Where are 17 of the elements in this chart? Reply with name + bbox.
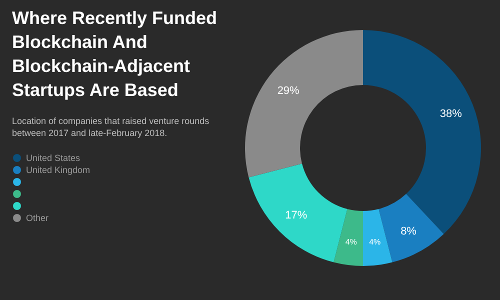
legend-label: United Kingdom (26, 165, 90, 176)
donut-slice (334, 209, 363, 266)
donut-slice (378, 194, 444, 262)
donut-slice (363, 30, 481, 234)
data-label: 8% (400, 226, 417, 238)
data-label: 4% (369, 238, 381, 247)
text: Location of companies that raised venture rounds between 2017 and late-February 2018. (12, 116, 210, 138)
data-label: 29% (277, 84, 300, 97)
legend-label: Other (26, 213, 49, 224)
legend-label: United States (26, 153, 81, 164)
donut-slice (363, 209, 392, 266)
donut-slice (245, 30, 363, 178)
data-label: 17% (285, 210, 308, 222)
donut-slice (248, 164, 348, 262)
data-label: 38% (440, 108, 462, 120)
text: Where Recently Funded Blockchain And Blockchain-Adjacent Startups Are Based (12, 8, 218, 100)
data-label: 4% (345, 238, 357, 247)
